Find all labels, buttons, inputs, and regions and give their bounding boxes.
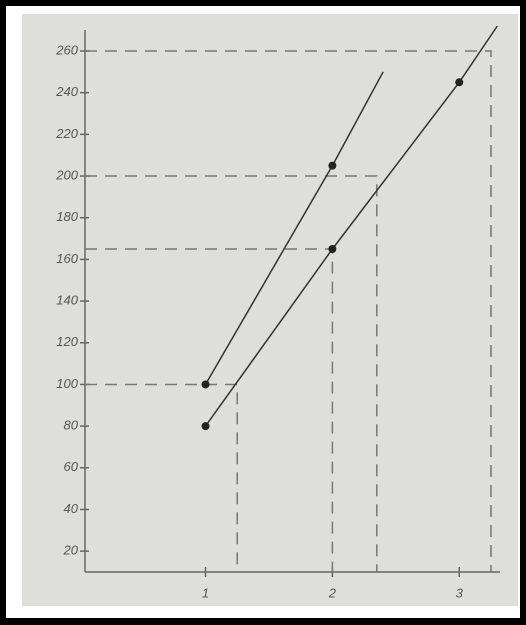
point bbox=[201, 422, 210, 431]
y-tick-label: 60 bbox=[64, 459, 79, 474]
y-tick-label: 100 bbox=[56, 376, 78, 391]
guide-line bbox=[85, 50, 492, 572]
point bbox=[328, 161, 337, 170]
point bbox=[201, 380, 210, 389]
y-tick-label: 220 bbox=[55, 126, 78, 141]
y-tick-label: 260 bbox=[55, 42, 78, 57]
y-tick-label: 20 bbox=[63, 543, 79, 558]
guide-line bbox=[85, 175, 378, 572]
y-tick-label: 120 bbox=[56, 334, 78, 349]
y-tick-label: 40 bbox=[64, 501, 79, 516]
point bbox=[328, 244, 337, 253]
y-tick-label: 140 bbox=[56, 293, 78, 308]
x-tick-label: 3 bbox=[456, 585, 464, 600]
point bbox=[455, 78, 464, 87]
y-tick-label: 80 bbox=[64, 418, 79, 433]
y-tick-label: 240 bbox=[55, 84, 78, 99]
guide-line bbox=[85, 383, 238, 572]
line bbox=[204, 25, 498, 427]
x-tick-label: 2 bbox=[328, 585, 337, 600]
x-tick-label: 1 bbox=[202, 585, 209, 600]
y-tick-label: 180 bbox=[56, 209, 78, 224]
y-tick-label: 160 bbox=[56, 251, 78, 266]
y-tick-label: 200 bbox=[55, 167, 78, 182]
